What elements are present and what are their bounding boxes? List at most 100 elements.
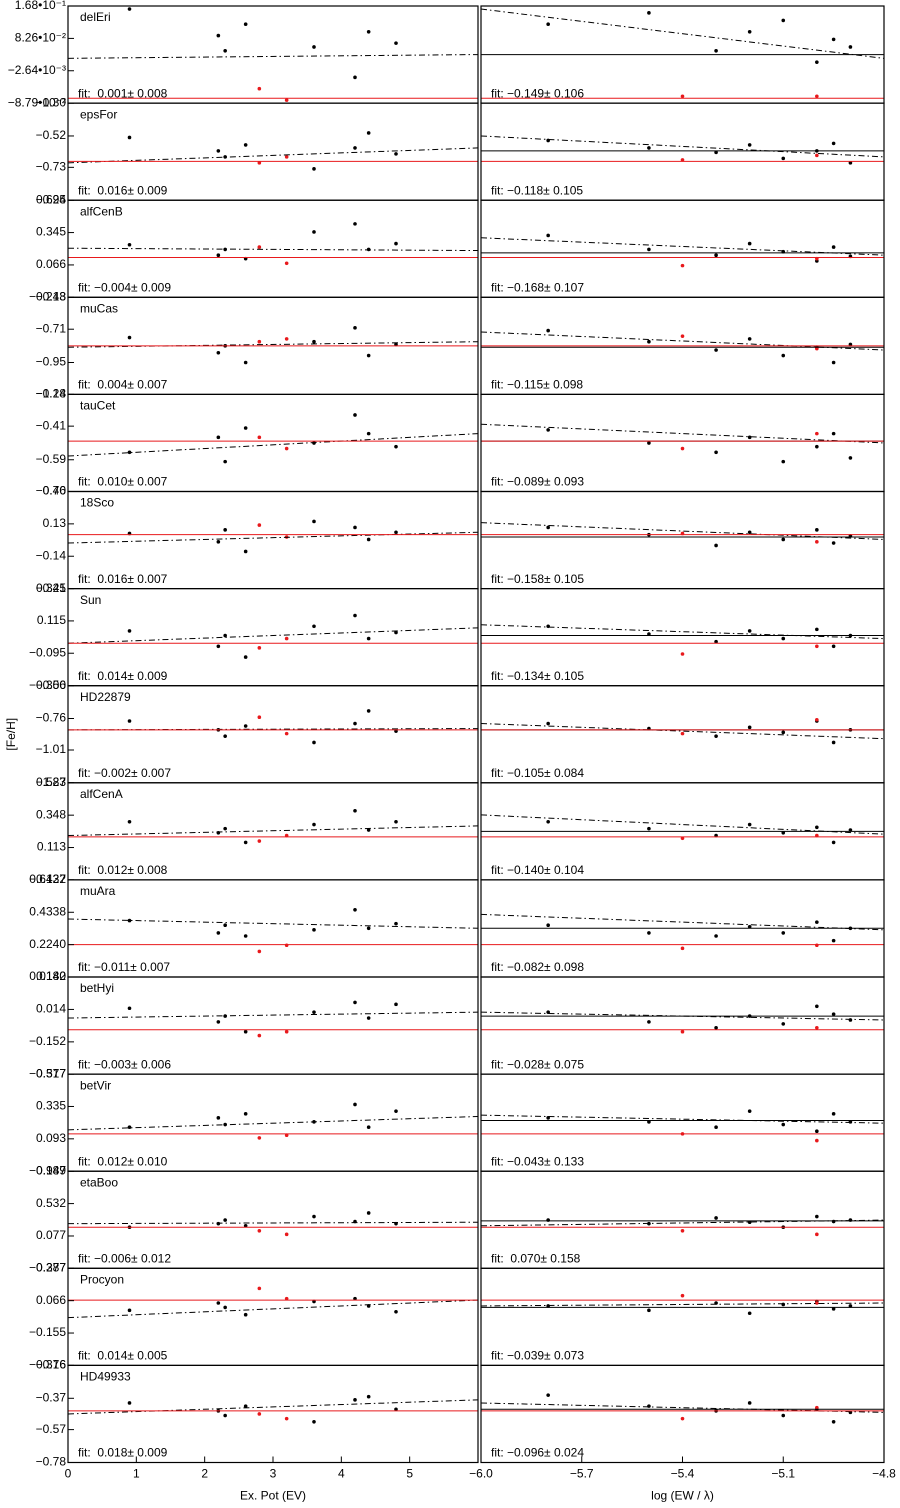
fit-annotation: fit: −0.043± 0.133 (491, 1154, 584, 1168)
fit-line (68, 1399, 478, 1415)
y-tick-label: −0.16 (36, 1358, 67, 1372)
point (216, 253, 221, 257)
point (815, 1129, 819, 1134)
point (714, 1216, 718, 1220)
y-tick-label: −0.76 (36, 484, 67, 498)
x-tick-label: −5.1 (771, 1467, 795, 1481)
point (353, 808, 357, 813)
point (647, 1020, 651, 1024)
point (127, 1308, 132, 1313)
fit-annotation: fit: 0.070± 0.158 (491, 1251, 581, 1265)
fit-annotation: fit: −0.082± 0.098 (491, 960, 584, 974)
point (366, 709, 371, 713)
point (394, 152, 398, 156)
point (714, 48, 718, 53)
point (831, 740, 836, 745)
fit-annotation: fit: −0.118± 0.105 (491, 183, 583, 197)
y-tick-label: −0.78 (36, 1455, 67, 1469)
point (127, 918, 132, 923)
point (312, 928, 316, 932)
point (394, 1002, 398, 1007)
point (781, 1122, 786, 1127)
point (394, 1109, 398, 1113)
point (680, 94, 685, 99)
point (680, 158, 685, 162)
point (353, 326, 357, 330)
point (366, 431, 371, 436)
point (353, 525, 357, 530)
y-tick-label: 0.077 (36, 1228, 66, 1242)
y-tick-label: 0.348 (36, 807, 66, 821)
fit-line (481, 913, 884, 931)
fit-annotation: fit: −0.011± 0.007 (78, 960, 170, 974)
point (366, 247, 371, 252)
point (127, 1125, 132, 1129)
plot-area (481, 423, 884, 464)
point (680, 1228, 685, 1233)
point (546, 22, 550, 27)
y-tick-label: −0.48 (36, 289, 67, 303)
x-tick-label: 5 (406, 1467, 413, 1481)
y-tick-label: −0.37 (36, 1390, 67, 1404)
x-axis-label: log (EW / λ) (651, 1489, 714, 1503)
point (366, 828, 371, 832)
y-tick-label: 8.26•10⁻² (15, 31, 66, 45)
point (127, 719, 132, 723)
point (223, 734, 227, 738)
point (216, 33, 221, 38)
plot-area (68, 1211, 478, 1237)
fit-annotation: fit: 0.016± 0.007 (78, 572, 168, 586)
point (312, 339, 316, 344)
point (223, 1305, 227, 1310)
point (680, 263, 685, 268)
plot-area (481, 624, 884, 656)
y-tick-label: 0.0142 (29, 969, 66, 983)
point (223, 923, 227, 928)
point (680, 334, 685, 338)
plot-area (481, 1109, 884, 1143)
point (216, 931, 221, 935)
point (312, 1419, 316, 1424)
point (781, 537, 786, 542)
point (284, 731, 289, 736)
point (647, 1308, 651, 1313)
plot-area (481, 233, 884, 268)
plot-area (481, 1004, 884, 1034)
point (284, 1416, 289, 1421)
point (257, 161, 262, 165)
point (312, 519, 316, 524)
plot-area (68, 131, 478, 171)
y-tick-label: 0.345 (36, 225, 66, 239)
fit-annotation: fit: 0.012± 0.010 (78, 1154, 168, 1168)
y-tick-label: −0.306 (29, 678, 66, 692)
point (831, 541, 836, 545)
point (312, 740, 316, 745)
point (312, 624, 316, 629)
plot-area (68, 519, 478, 554)
panel-title: epsFor (80, 107, 117, 121)
point (747, 241, 752, 246)
point (223, 528, 227, 532)
y-tick-label: 0.113 (37, 840, 66, 854)
point (647, 441, 651, 445)
point (257, 839, 262, 843)
point (714, 639, 718, 644)
point (127, 7, 132, 11)
point (815, 431, 819, 436)
fit-line (68, 1221, 478, 1225)
point (366, 1016, 371, 1020)
point (781, 18, 786, 23)
y-tick-label: −0.152 (29, 1034, 66, 1048)
point (781, 931, 786, 935)
point (831, 37, 836, 42)
fit-line (68, 627, 478, 644)
y-tick-label: −0.14 (36, 548, 67, 562)
point (223, 459, 227, 464)
fit-annotation: fit: 0.010± 0.007 (78, 475, 168, 489)
plot-area (68, 1286, 478, 1319)
point (546, 1218, 550, 1222)
point (366, 131, 371, 135)
point (366, 537, 371, 542)
point (848, 45, 853, 49)
y-tick-label: 0.6437 (29, 872, 66, 886)
